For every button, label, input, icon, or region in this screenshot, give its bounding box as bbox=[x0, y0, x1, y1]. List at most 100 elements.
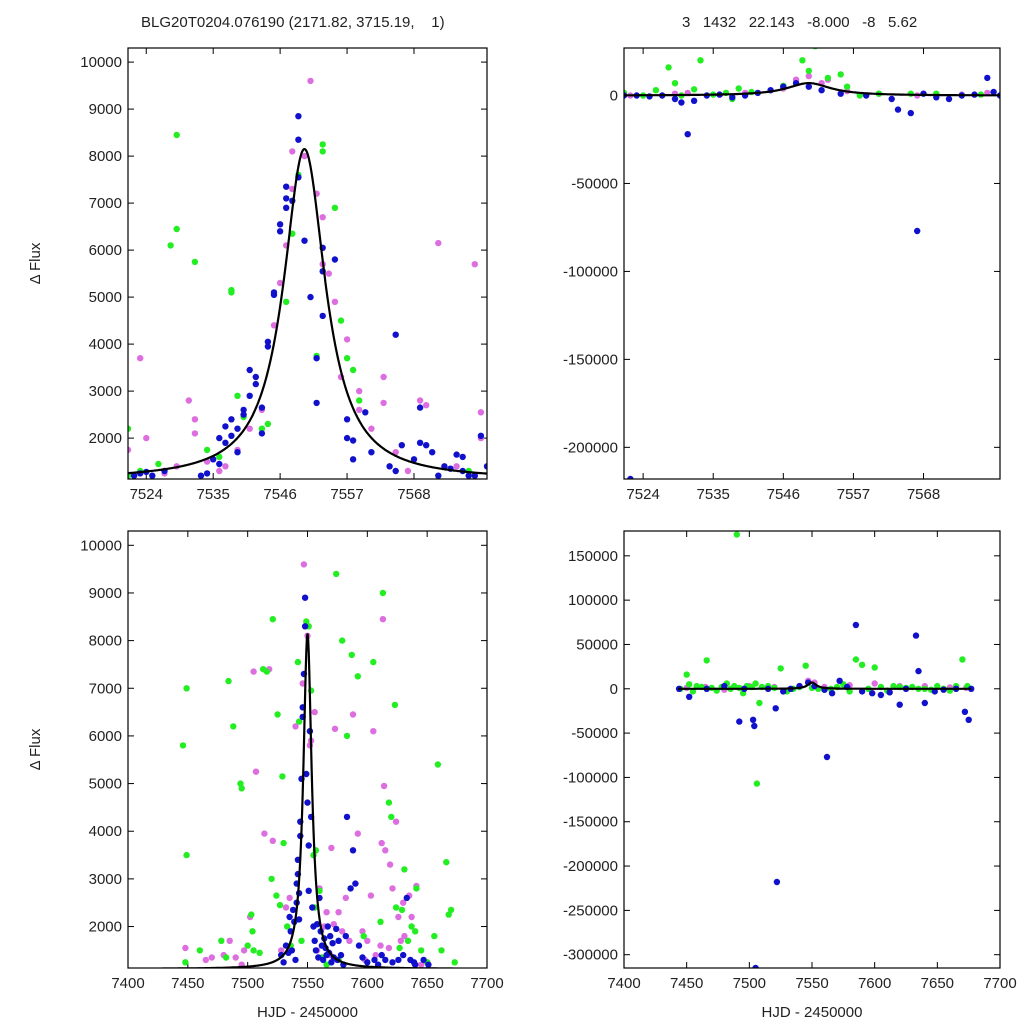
data-point-blue bbox=[805, 83, 812, 90]
data-point-blue bbox=[392, 467, 399, 475]
data-point-blue bbox=[352, 880, 359, 887]
data-point-blue bbox=[286, 913, 293, 921]
data-point-magenta bbox=[270, 322, 278, 329]
data-point-green bbox=[959, 656, 966, 663]
data-point-blue bbox=[888, 95, 895, 103]
data-point-blue bbox=[324, 923, 331, 930]
data-point-green bbox=[319, 141, 326, 148]
data-point-magenta bbox=[191, 430, 199, 437]
data-point-green bbox=[404, 937, 412, 944]
x-tick-label: 7400 bbox=[111, 975, 144, 992]
data-point-green bbox=[279, 773, 286, 780]
data-point-blue bbox=[477, 432, 485, 439]
data-point-magenta bbox=[359, 928, 366, 935]
data-point-blue bbox=[912, 632, 920, 639]
data-point-blue bbox=[313, 355, 320, 362]
data-point-green bbox=[802, 662, 809, 669]
data-point-magenta bbox=[300, 561, 308, 568]
x-tick-label: 7550 bbox=[795, 975, 828, 992]
data-point-magenta bbox=[292, 723, 299, 730]
data-point-green bbox=[412, 928, 419, 935]
data-point-blue bbox=[378, 951, 385, 959]
data-point-green bbox=[451, 959, 458, 966]
x-tick-label: 7700 bbox=[983, 975, 1016, 992]
data-point-blue bbox=[240, 406, 247, 414]
data-point-blue bbox=[222, 423, 229, 430]
data-point-blue bbox=[295, 916, 303, 923]
data-points bbox=[128, 77, 487, 479]
plot-title: BLG20T0204.076190 (2171.82, 3715.19, 1) bbox=[141, 14, 445, 31]
data-point-green bbox=[222, 954, 230, 961]
data-point-blue bbox=[896, 701, 903, 708]
data-point-green bbox=[665, 64, 672, 71]
y-tick-label: 50000 bbox=[576, 636, 618, 653]
data-point-magenta bbox=[331, 725, 339, 732]
data-point-blue bbox=[400, 951, 407, 959]
data-point-blue bbox=[459, 453, 466, 461]
y-tick-label: 100000 bbox=[568, 592, 618, 609]
y-axis-label: Δ Flux bbox=[27, 728, 44, 770]
data-point-green bbox=[447, 906, 455, 914]
data-point-blue bbox=[203, 470, 211, 477]
y-tick-label: -50000 bbox=[571, 175, 618, 192]
data-point-magenta bbox=[354, 830, 361, 837]
data-point-blue bbox=[837, 90, 844, 97]
data-point-magenta bbox=[392, 818, 400, 825]
data-point-magenta bbox=[286, 894, 293, 902]
data-point-blue bbox=[368, 449, 375, 456]
data-point-green bbox=[392, 904, 400, 911]
y-tick-label: -200000 bbox=[563, 439, 618, 456]
panel-top-right: 7524 7535 7546 7557 7568 0 -50000 -100000 -15000… bbox=[563, 47, 1001, 503]
x-tick-label: 7700 bbox=[470, 975, 503, 992]
data-point-blue bbox=[749, 716, 757, 723]
data-point-magenta bbox=[423, 402, 430, 409]
data-point-green bbox=[276, 901, 284, 909]
data-point-blue bbox=[228, 416, 235, 423]
data-point-magenta bbox=[240, 947, 248, 954]
data-point-blue bbox=[869, 690, 876, 697]
data-point-green bbox=[871, 664, 878, 671]
data-point-blue bbox=[276, 221, 284, 228]
data-point-magenta bbox=[386, 861, 394, 868]
data-point-green bbox=[179, 742, 187, 749]
x-tick-label: 7524 bbox=[130, 486, 163, 503]
data-point-blue bbox=[234, 449, 241, 456]
data-point-magenta bbox=[397, 937, 404, 944]
data-point-blue bbox=[246, 392, 253, 399]
data-point-blue bbox=[276, 228, 284, 235]
data-point-blue bbox=[319, 312, 326, 320]
data-point-green bbox=[284, 923, 291, 930]
data-point-blue bbox=[292, 956, 299, 964]
y-tick-label: 0 bbox=[610, 681, 618, 698]
data-point-blue bbox=[342, 932, 349, 940]
data-point-magenta bbox=[202, 956, 209, 964]
data-point-blue bbox=[234, 425, 241, 432]
data-point-blue bbox=[349, 847, 357, 854]
model-curve bbox=[677, 681, 972, 690]
data-point-blue bbox=[886, 689, 893, 696]
data-point-magenta bbox=[378, 839, 385, 847]
data-points bbox=[675, 531, 975, 968]
data-point-blue bbox=[240, 411, 247, 418]
data-point-green bbox=[268, 875, 275, 883]
data-point-blue bbox=[258, 430, 266, 437]
data-point-magenta bbox=[377, 942, 384, 949]
data-point-green bbox=[183, 685, 190, 692]
data-point-magenta bbox=[400, 899, 407, 906]
data-point-blue bbox=[828, 690, 836, 697]
data-point-blue bbox=[389, 959, 396, 966]
data-point-green bbox=[443, 859, 450, 866]
data-point-green bbox=[269, 616, 276, 623]
data-point-blue bbox=[425, 961, 432, 968]
x-tick-label: 7600 bbox=[351, 975, 384, 992]
x-axis-label: HJD - 2450000 bbox=[762, 1004, 863, 1021]
plot-frame bbox=[127, 47, 488, 480]
data-point-magenta bbox=[372, 951, 379, 959]
data-point-magenta bbox=[261, 830, 268, 837]
data-point-blue bbox=[752, 964, 759, 968]
data-point-magenta bbox=[328, 844, 335, 852]
data-point-magenta bbox=[232, 954, 239, 961]
x-tick-label: 7568 bbox=[907, 486, 940, 503]
data-point-magenta bbox=[416, 397, 424, 404]
data-point-blue bbox=[307, 293, 314, 301]
